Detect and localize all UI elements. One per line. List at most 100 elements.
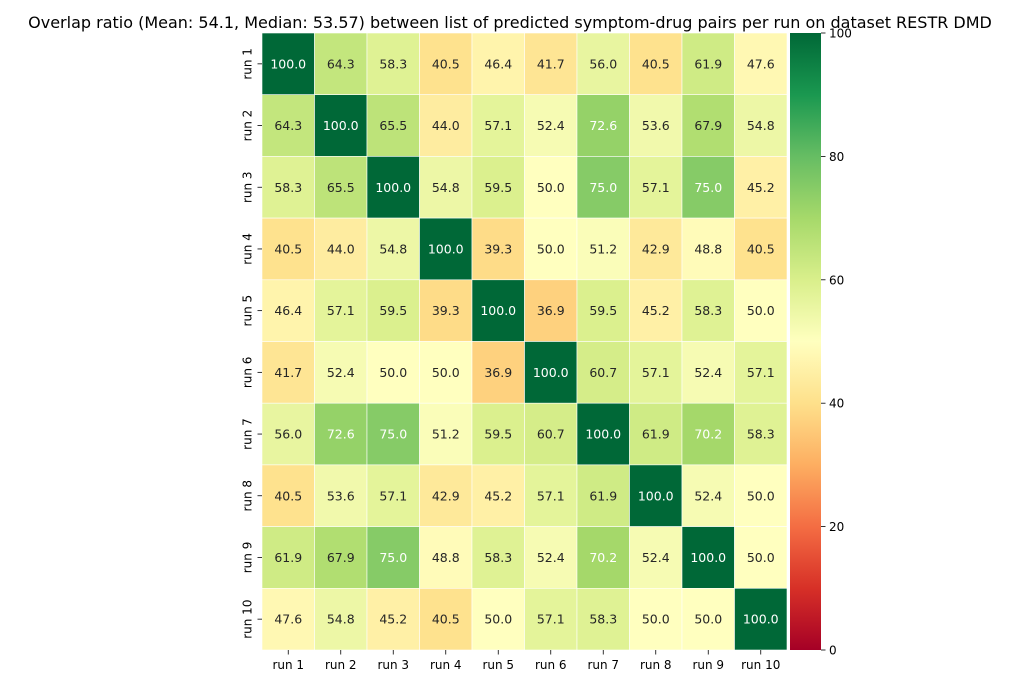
heatmap-cell bbox=[681, 526, 735, 589]
heatmap-cell-label: 100.0 bbox=[690, 550, 726, 565]
heatmap-cell-label: 57.1 bbox=[747, 365, 775, 380]
heatmap-cell bbox=[629, 32, 683, 96]
heatmap-cell-label: 75.0 bbox=[379, 427, 407, 442]
heatmap-cell-label: 40.5 bbox=[432, 612, 460, 627]
heatmap-cell bbox=[314, 402, 368, 466]
heatmap-cell-label: 52.4 bbox=[537, 550, 565, 565]
heatmap-cell bbox=[419, 217, 473, 281]
heatmap-cell-label: 58.3 bbox=[589, 612, 617, 627]
heatmap-cell-label: 52.4 bbox=[327, 365, 355, 380]
x-tick-label: run 1 bbox=[272, 658, 304, 672]
heatmap-cell bbox=[261, 464, 315, 527]
heatmap-cell-label: 61.9 bbox=[274, 550, 302, 565]
heatmap-cell bbox=[261, 402, 315, 466]
heatmap-cell bbox=[314, 464, 368, 527]
heatmap-cell-label: 57.1 bbox=[484, 118, 512, 133]
heatmap-cell bbox=[524, 32, 578, 96]
heatmap-cell-label: 100.0 bbox=[428, 241, 464, 256]
heatmap-cell bbox=[261, 341, 315, 404]
y-tick-label: run 3 bbox=[241, 171, 255, 203]
heatmap-cell-label: 56.0 bbox=[274, 427, 302, 442]
heatmap-cell-label: 48.8 bbox=[432, 550, 460, 565]
heatmap-cell bbox=[524, 279, 578, 342]
x-tick-label: run 4 bbox=[430, 658, 462, 672]
heatmap-cell bbox=[629, 217, 683, 281]
heatmap-cell bbox=[314, 94, 368, 157]
heatmap-cell-label: 61.9 bbox=[642, 427, 670, 442]
heatmap-cell-label: 40.5 bbox=[432, 56, 460, 71]
heatmap-cells bbox=[261, 32, 788, 651]
x-tick-label: run 3 bbox=[377, 658, 409, 672]
heatmap-cell-label: 36.9 bbox=[484, 365, 512, 380]
heatmap-cell-label: 47.6 bbox=[274, 612, 302, 627]
heatmap-cell-label: 59.5 bbox=[589, 303, 617, 318]
heatmap-cell-label: 54.8 bbox=[327, 612, 355, 627]
heatmap-cell-label: 100.0 bbox=[270, 56, 306, 71]
heatmap-cell-label: 59.5 bbox=[484, 180, 512, 195]
heatmap-cell-label: 50.0 bbox=[694, 612, 722, 627]
heatmap-cell bbox=[471, 464, 525, 527]
heatmap-cell bbox=[734, 526, 788, 589]
heatmap-cell-label: 50.0 bbox=[537, 180, 565, 195]
colorbar-tick-label: 80 bbox=[829, 150, 844, 164]
x-tick-label: run 10 bbox=[741, 658, 780, 672]
heatmap-cell bbox=[576, 587, 630, 651]
x-axis: run 1 run 2 run 3 run 4 run 5 run 6 run 7 run 8… bbox=[272, 650, 780, 672]
heatmap-cell bbox=[734, 279, 788, 342]
heatmap-cell-label: 100.0 bbox=[638, 488, 674, 503]
x-tick-label: run 2 bbox=[325, 658, 357, 672]
heatmap-cell bbox=[419, 279, 473, 342]
heatmap-cell bbox=[681, 156, 735, 219]
y-tick-label: run 6 bbox=[241, 357, 255, 389]
heatmap-cell bbox=[471, 217, 525, 281]
heatmap-cell bbox=[471, 402, 525, 466]
y-axis: run 1 run 2 run 3 run 4 run 5 run 6 run 7 run 8… bbox=[241, 48, 262, 639]
heatmap-cell-label: 51.2 bbox=[589, 241, 617, 256]
heatmap-cell bbox=[261, 94, 315, 157]
heatmap-cell-label: 100.0 bbox=[585, 427, 621, 442]
heatmap-cell bbox=[629, 156, 683, 219]
heatmap-cell-label: 72.6 bbox=[327, 427, 355, 442]
heatmap-cell-label: 52.4 bbox=[537, 118, 565, 133]
colorbar-tick-label: 20 bbox=[829, 520, 844, 534]
heatmap-cell bbox=[366, 341, 420, 404]
heatmap-cell bbox=[366, 94, 420, 157]
heatmap-cell-label: 67.9 bbox=[694, 118, 722, 133]
heatmap-cell-label: 61.9 bbox=[694, 56, 722, 71]
heatmap-cell-label: 39.3 bbox=[432, 303, 460, 318]
heatmap-cell bbox=[629, 464, 683, 527]
heatmap-cell-label: 59.5 bbox=[379, 303, 407, 318]
heatmap-cell bbox=[734, 217, 788, 281]
heatmap-cell-label: 56.0 bbox=[589, 56, 617, 71]
heatmap-cell-label: 50.0 bbox=[537, 241, 565, 256]
y-tick-label: run 10 bbox=[241, 600, 255, 639]
heatmap-cell bbox=[366, 464, 420, 527]
heatmap-cell bbox=[629, 279, 683, 342]
heatmap-cell bbox=[629, 94, 683, 157]
y-tick-label: run 4 bbox=[241, 233, 255, 265]
heatmap-cell-label: 100.0 bbox=[323, 118, 359, 133]
heatmap-cell-label: 46.4 bbox=[484, 56, 512, 71]
x-tick-label: run 6 bbox=[535, 658, 567, 672]
x-tick-label: run 5 bbox=[482, 658, 514, 672]
heatmap-cell bbox=[419, 156, 473, 219]
chart-title: Overlap ratio (Mean: 54.1, Median: 53.57… bbox=[28, 13, 992, 32]
heatmap-cell bbox=[734, 587, 788, 651]
heatmap-cell bbox=[314, 217, 368, 281]
heatmap-cell bbox=[524, 464, 578, 527]
heatmap-cell-label: 36.9 bbox=[537, 303, 565, 318]
heatmap-cell bbox=[576, 217, 630, 281]
heatmap-cell-label: 57.1 bbox=[537, 612, 565, 627]
heatmap-cell-label: 45.2 bbox=[642, 303, 670, 318]
heatmap-cell-label: 45.2 bbox=[484, 488, 512, 503]
colorbar: 0 20 40 60 80 100 bbox=[790, 27, 852, 658]
heatmap-cell-label: 54.8 bbox=[432, 180, 460, 195]
heatmap-cell-label: 40.5 bbox=[747, 241, 775, 256]
heatmap-cell-label: 70.2 bbox=[589, 550, 617, 565]
heatmap-cell-label: 41.7 bbox=[537, 56, 565, 71]
heatmap-cell-label: 54.8 bbox=[379, 241, 407, 256]
heatmap-cell bbox=[576, 526, 630, 589]
heatmap-cell bbox=[524, 217, 578, 281]
heatmap-cell-label: 52.4 bbox=[694, 365, 722, 380]
